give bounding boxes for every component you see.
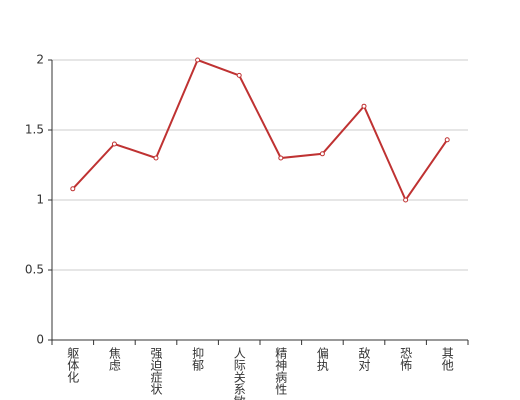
point (70, 186, 76, 192)
x-tick-label: 抑郁 (191, 346, 205, 372)
x-tick-label: 偏执 (315, 346, 329, 372)
point (153, 155, 159, 161)
x-tick-label: 人际关系敏感 (232, 347, 246, 400)
x-tick-label: 强迫症状 (149, 347, 163, 395)
y-tick-label: 1 (36, 193, 44, 207)
y-tick-label: 0.5 (25, 263, 44, 277)
x-tick-label: 精神病性 (274, 347, 288, 396)
x-tick-label: 其他 (440, 347, 454, 371)
point (444, 137, 450, 143)
x-tick-label: 躯体化 (66, 346, 80, 384)
point (278, 155, 284, 161)
point (319, 151, 325, 157)
y-tick-label: 2 (36, 53, 44, 67)
point (111, 141, 117, 147)
x-tick-label: 恐怖 (399, 347, 413, 371)
y-tick-label: 0 (36, 333, 44, 347)
point (195, 57, 201, 63)
x-tick-label: 敌对 (357, 346, 371, 371)
y-tick-label: 1.5 (25, 123, 44, 137)
point (236, 72, 242, 78)
line (72, 58, 449, 203)
x-tick-label: 焦虑 (107, 347, 121, 371)
point (403, 197, 409, 203)
point (361, 103, 367, 109)
